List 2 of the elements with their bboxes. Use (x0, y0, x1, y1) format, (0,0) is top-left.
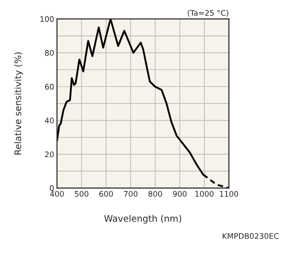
y-axis-title: Relative sensitivity (%) (14, 52, 23, 154)
x-axis-title: Wavelength (nm) (104, 214, 182, 224)
